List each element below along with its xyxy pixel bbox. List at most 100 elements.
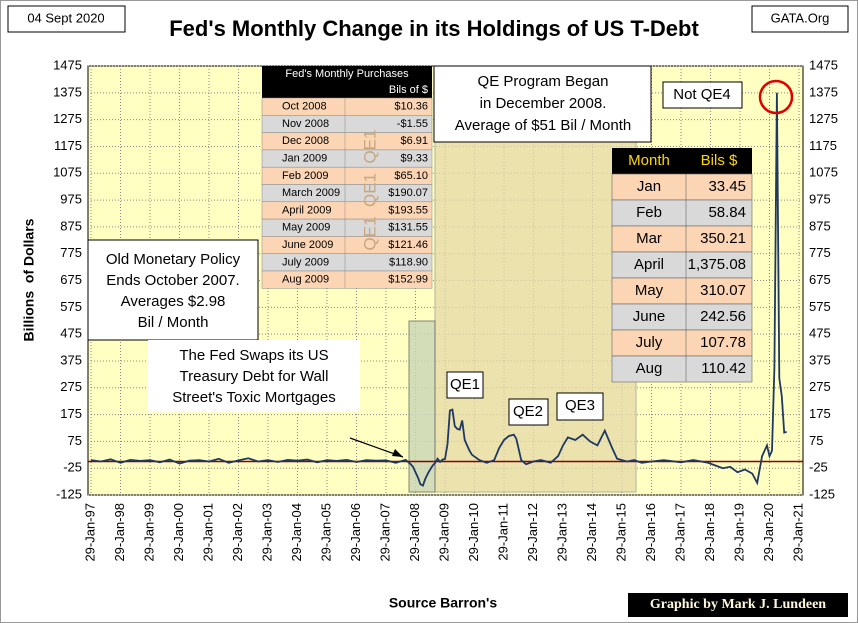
arrow-head <box>392 449 403 457</box>
x-tick-label: 29-Jan-00 <box>171 503 186 562</box>
x-tick-label: 29-Jan-08 <box>407 503 422 562</box>
y-tick-label: 575 <box>60 299 82 314</box>
y-tick-label: 75 <box>68 433 82 448</box>
month-row-bg <box>611 355 753 383</box>
month-header: Bils $ <box>701 152 738 169</box>
notes: QE1 QE2 QE3 Not QE4 QE Program Began in D… <box>87 65 794 458</box>
y-tick-label: 175 <box>60 406 82 421</box>
swap-box <box>148 340 360 412</box>
qe2-label: QE2 <box>513 403 543 420</box>
month-row-bg <box>611 277 753 305</box>
note-line: Average of $51 Bil / Month <box>455 117 632 134</box>
month-cell: 242.56 <box>700 308 746 325</box>
qe2-box <box>508 398 549 426</box>
table-cell: -$1.55 <box>397 118 428 130</box>
y-tick-label: 775 <box>60 245 82 260</box>
y2-tick-label: 975 <box>809 192 831 207</box>
qe1-label: QE1 <box>450 376 480 393</box>
month-cell: Mar <box>636 230 662 247</box>
table-cell: July 2009 <box>282 256 329 268</box>
note-line: The Fed Swaps its US <box>179 347 328 364</box>
x-tick-label: 29-Jan-14 <box>584 503 599 562</box>
y2-tick-label: -125 <box>809 486 835 501</box>
x-tick-label: 29-Jan-12 <box>525 503 540 562</box>
x-tick-label: 29-Jan-06 <box>348 503 363 562</box>
site: GATA.Org <box>771 10 830 25</box>
highlight-circle <box>758 79 794 115</box>
y2-tick-label: 1375 <box>809 84 838 99</box>
month-cell: 58.84 <box>708 204 746 221</box>
note-line: Street's Toxic Mortgages <box>172 389 336 406</box>
month-cell: 1,375.08 <box>688 256 746 273</box>
y2-tick-label: 275 <box>809 379 831 394</box>
month-cell: 110.42 <box>701 360 746 377</box>
x-tick-label: 29-Jan-07 <box>377 503 392 562</box>
table-cell: Jan 2009 <box>282 152 327 164</box>
y-tick-label: 375 <box>60 352 82 367</box>
note-line: Ends October 2007. <box>106 272 239 289</box>
qe1-box <box>446 371 484 399</box>
month-row-bg <box>611 251 753 279</box>
month-row-bg <box>611 225 753 253</box>
x-axis-label: Source Barron's <box>389 595 498 611</box>
month-row-bg <box>611 173 753 201</box>
date-box <box>7 5 126 33</box>
note-line: in December 2008. <box>480 95 607 112</box>
note-line: Old Monetary Policy <box>106 251 241 268</box>
old-policy-box <box>87 239 259 341</box>
table-cell: Nov 2008 <box>282 118 329 130</box>
table-cell: $10.36 <box>394 101 428 113</box>
table-cell: Aug 2009 <box>282 274 329 286</box>
month-row-bg <box>611 199 753 227</box>
table-row-bg <box>261 270 433 289</box>
x-tick-label: 29-Jan-03 <box>259 503 274 562</box>
y2-tick-label: -25 <box>809 460 828 475</box>
y2-tick-label: 1275 <box>809 111 838 126</box>
y-tick-label: -125 <box>56 486 82 501</box>
month-cell: Jan <box>637 178 661 195</box>
chart-title: Fed's Monthly Change in its Holdings of … <box>169 16 699 41</box>
y2-tick-label: 775 <box>809 245 831 260</box>
qe-note-box <box>433 65 652 143</box>
y2-tick-label: 875 <box>809 218 831 233</box>
tables: Fed's Monthly Purchases Bils of $ Oct 2008… <box>261 66 753 383</box>
y-tick-label: -25 <box>63 460 82 475</box>
credit-box <box>628 593 848 617</box>
month-cell: May <box>635 282 664 299</box>
not-qe4-label: Not QE4 <box>673 86 731 103</box>
not-qe4-box <box>662 81 743 109</box>
y-axis-label: Billions of Dollars <box>21 218 37 341</box>
y-tick-label: 275 <box>60 379 82 394</box>
table-cell: $6.91 <box>400 135 428 147</box>
qe3-label: QE3 <box>565 397 595 414</box>
table-header-bg <box>262 82 432 98</box>
month-header: Month <box>628 152 670 169</box>
note-line: Treasury Debt for Wall <box>180 368 329 385</box>
month-cell: 107.78 <box>700 334 746 351</box>
y2-tick-label: 175 <box>809 406 831 421</box>
month-cell: 310.07 <box>700 282 746 299</box>
y2-tick-label: 475 <box>809 326 831 341</box>
y2-tick-label: 1475 <box>809 57 838 72</box>
date: 04 Sept 2020 <box>27 10 104 25</box>
x-tick-label: 29-Jan-19 <box>731 503 746 562</box>
table-cell: Oct 2008 <box>282 101 327 113</box>
month-header-bg <box>612 148 752 174</box>
month-cell: 33.45 <box>708 178 746 195</box>
x-tick-label: 29-Jan-09 <box>436 503 451 562</box>
y-tick-label: 1375 <box>53 84 82 99</box>
note-line: Averages $2.98 <box>121 293 226 310</box>
table-cell: $118.90 <box>389 256 428 268</box>
x-tick-label: 29-Jan-98 <box>112 503 127 562</box>
x-tick-label: 29-Jan-04 <box>289 503 304 562</box>
x-tick-label: 29-Jan-13 <box>554 503 569 562</box>
table-cell: $65.10 <box>394 170 428 182</box>
x-tick-label: 29-Jan-10 <box>466 503 481 562</box>
y-tick-label: 1275 <box>53 111 82 126</box>
month-cell: Aug <box>636 360 663 377</box>
y2-tick-label: 1075 <box>809 165 838 180</box>
credit: Graphic by Mark J. Lundeen <box>650 597 826 612</box>
swap-region <box>408 320 436 493</box>
y2-tick-label: 575 <box>809 299 831 314</box>
x-tick-label: 29-Jan-05 <box>318 503 333 562</box>
